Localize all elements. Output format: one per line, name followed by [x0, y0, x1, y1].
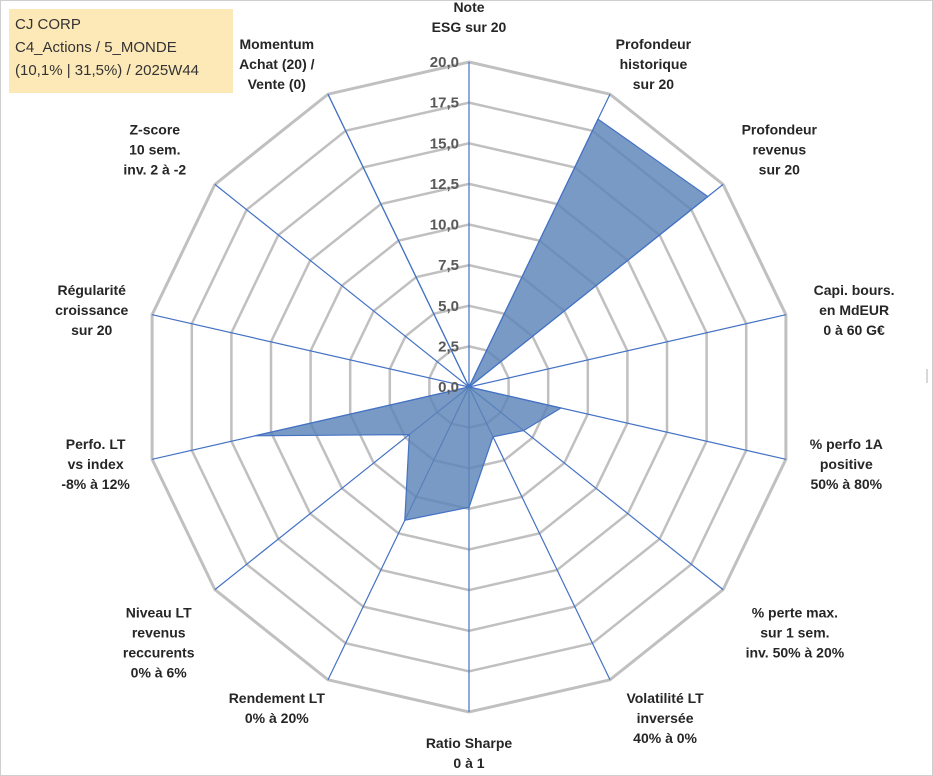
axis-label-line: Volatilité LT [626, 690, 704, 706]
axis-label-line: Momentum [239, 36, 314, 52]
axis-label-line: vs index [68, 456, 124, 472]
axis-label-0: Note ESG sur 20 [432, 1, 507, 35]
axis-label-line: 0% à 6% [131, 664, 188, 680]
axis-label-line: % perte max. [752, 604, 838, 620]
axis-label-12: Z-score 10 sem. inv. 2 à -2 [123, 122, 186, 178]
scrollbar-thumb[interactable] [926, 369, 928, 383]
axis-label-line: Profondeur [742, 122, 818, 138]
axis-label-line: 40% à 0% [633, 730, 697, 746]
axis-label-line: Rendement LT [229, 690, 326, 706]
axis-label-5: % perte max. sur 1 sem. inv. 50% à 20% [746, 604, 845, 660]
axis-label-line: revenus [752, 142, 806, 158]
axis-label-9: Niveau LT revenus reccurents 0% à 6% [123, 604, 195, 680]
axis-label-13: Momentum Achat (20) / Vente (0) [239, 36, 315, 92]
tick-label: 2,5 [438, 338, 459, 355]
axis-label-line: 50% à 80% [810, 476, 882, 492]
tick-label: 5,0 [438, 298, 459, 315]
portfolio-category: C4_Actions / 5_MONDE [15, 39, 177, 56]
axis-label-line: revenus [132, 624, 186, 640]
axis-label-line: positive [820, 456, 873, 472]
company-name: CJ CORP [15, 16, 81, 33]
axis-spoke-12 [214, 183, 470, 388]
tick-label: 12,5 [430, 176, 459, 193]
axis-label-line: inv. 2 à -2 [123, 162, 186, 178]
axis-label-line: Régularité [57, 282, 126, 298]
axis-label-line: Vente (0) [248, 76, 306, 92]
axis-label-line: croissance [55, 302, 128, 318]
axis-label-line: Niveau LT [126, 604, 192, 620]
axis-label-1: Profondeur historique sur 20 [616, 36, 692, 92]
axis-label-line: Z-score [130, 122, 181, 138]
axis-spoke-3 [468, 314, 787, 388]
axis-label-line: inv. 50% à 20% [746, 644, 845, 660]
axis-label-line: sur 20 [633, 76, 674, 92]
tick-label: 7,5 [438, 257, 459, 274]
axis-label-line: Achat (20) / [239, 56, 315, 72]
axis-label-10: Perfo. LT vs index -8% à 12% [61, 436, 130, 492]
axis-label-line: Capi. bours. [814, 282, 895, 298]
axis-label-line: 0 à 60 G€ [823, 322, 885, 338]
axis-label-2: Profondeur revenus sur 20 [742, 122, 818, 178]
axis-label-line: en MdEUR [819, 302, 889, 318]
axis-label-line: ESG sur 20 [432, 19, 507, 35]
axis-label-8: Rendement LT 0% à 20% [229, 690, 326, 726]
axis-spoke-11 [151, 314, 470, 388]
axis-label-line: 0 à 1 [453, 755, 484, 771]
axis-label-line: historique [620, 56, 688, 72]
tick-label: 15,0 [430, 135, 459, 152]
axis-label-line: -8% à 12% [61, 476, 130, 492]
axis-label-line: Ratio Sharpe [426, 735, 513, 751]
axis-label-line: % perfo 1A [810, 436, 883, 452]
axis-label-line: 0% à 20% [245, 710, 309, 726]
axis-label-6: Volatilité LT inversée 40% à 0% [626, 690, 704, 746]
axis-label-line: sur 20 [71, 322, 112, 338]
axis-label-line: Perfo. LT [66, 436, 126, 452]
axis-label-line: reccurents [123, 644, 195, 660]
tick-label: 17,5 [430, 95, 459, 112]
data-series-area-0 [254, 93, 709, 521]
axis-label-line: Profondeur [616, 36, 692, 52]
axis-label-7: Ratio Sharpe 0 à 1 [426, 735, 513, 771]
tick-label: 0,0 [438, 379, 459, 396]
tick-label: 20,0 [430, 54, 459, 71]
axis-label-line: inversée [637, 710, 694, 726]
axis-label-4: % perfo 1A positive 50% à 80% [810, 436, 883, 492]
info-box: CJ CORP C4_Actions / 5_MONDE (10,1% | 31… [9, 9, 233, 93]
weights-and-week: (10,1% | 31,5%) / 2025W44 [15, 62, 199, 79]
tick-label: 10,0 [430, 217, 459, 234]
axis-label-line: sur 1 sem. [760, 624, 829, 640]
axis-label-3: Capi. bours. en MdEUR 0 à 60 G€ [814, 282, 895, 338]
axis-label-line: sur 20 [759, 162, 800, 178]
axis-label-line: Note [453, 1, 484, 15]
axis-label-11: Régularité croissance sur 20 [55, 282, 128, 338]
axis-label-line: 10 sem. [129, 142, 180, 158]
